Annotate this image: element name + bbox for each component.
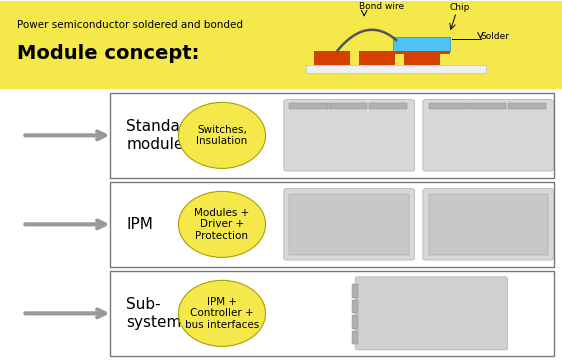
FancyBboxPatch shape — [329, 103, 368, 109]
FancyBboxPatch shape — [352, 315, 358, 329]
FancyBboxPatch shape — [110, 182, 554, 267]
FancyBboxPatch shape — [393, 51, 450, 54]
Text: Solder: Solder — [481, 32, 510, 41]
FancyBboxPatch shape — [508, 103, 546, 109]
Text: Standard
modules: Standard modules — [126, 119, 196, 152]
FancyBboxPatch shape — [284, 100, 415, 171]
Ellipse shape — [178, 102, 266, 168]
FancyBboxPatch shape — [468, 103, 506, 109]
Text: Bond wire: Bond wire — [359, 3, 404, 12]
FancyBboxPatch shape — [0, 1, 562, 89]
Ellipse shape — [178, 191, 266, 257]
Text: Switches,
Insulation: Switches, Insulation — [196, 125, 248, 146]
FancyBboxPatch shape — [423, 189, 554, 260]
FancyBboxPatch shape — [428, 194, 548, 255]
Text: Module concept:: Module concept: — [17, 44, 200, 63]
FancyBboxPatch shape — [423, 100, 554, 171]
FancyBboxPatch shape — [352, 331, 358, 345]
Ellipse shape — [178, 280, 266, 346]
FancyBboxPatch shape — [289, 103, 328, 109]
FancyBboxPatch shape — [428, 103, 466, 109]
FancyBboxPatch shape — [289, 194, 409, 255]
FancyBboxPatch shape — [369, 103, 407, 109]
Text: Sub-
systems: Sub- systems — [126, 297, 190, 329]
FancyBboxPatch shape — [110, 93, 554, 178]
FancyBboxPatch shape — [314, 51, 350, 65]
FancyBboxPatch shape — [110, 271, 554, 356]
Text: IPM +
Controller +
bus interfaces: IPM + Controller + bus interfaces — [185, 297, 259, 330]
FancyBboxPatch shape — [393, 37, 450, 51]
Text: IPM: IPM — [126, 217, 153, 232]
FancyBboxPatch shape — [404, 51, 440, 65]
Text: Modules +
Driver +
Protection: Modules + Driver + Protection — [194, 208, 250, 241]
Text: Chip: Chip — [450, 3, 470, 12]
FancyBboxPatch shape — [352, 284, 358, 298]
FancyBboxPatch shape — [306, 65, 486, 73]
FancyBboxPatch shape — [355, 277, 507, 350]
FancyBboxPatch shape — [352, 300, 358, 313]
FancyBboxPatch shape — [359, 51, 395, 65]
FancyBboxPatch shape — [284, 189, 415, 260]
Text: Power semiconductor soldered and bonded: Power semiconductor soldered and bonded — [17, 20, 243, 30]
